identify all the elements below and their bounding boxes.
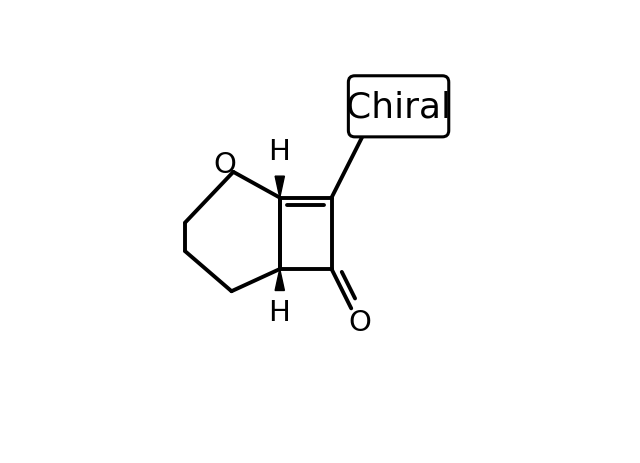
FancyBboxPatch shape [348, 76, 449, 138]
Polygon shape [275, 269, 284, 291]
Text: O: O [213, 150, 236, 178]
Text: Chiral: Chiral [346, 90, 451, 124]
Polygon shape [275, 177, 284, 198]
Text: H: H [268, 138, 290, 166]
Text: H: H [268, 298, 290, 326]
Text: O: O [349, 308, 372, 336]
